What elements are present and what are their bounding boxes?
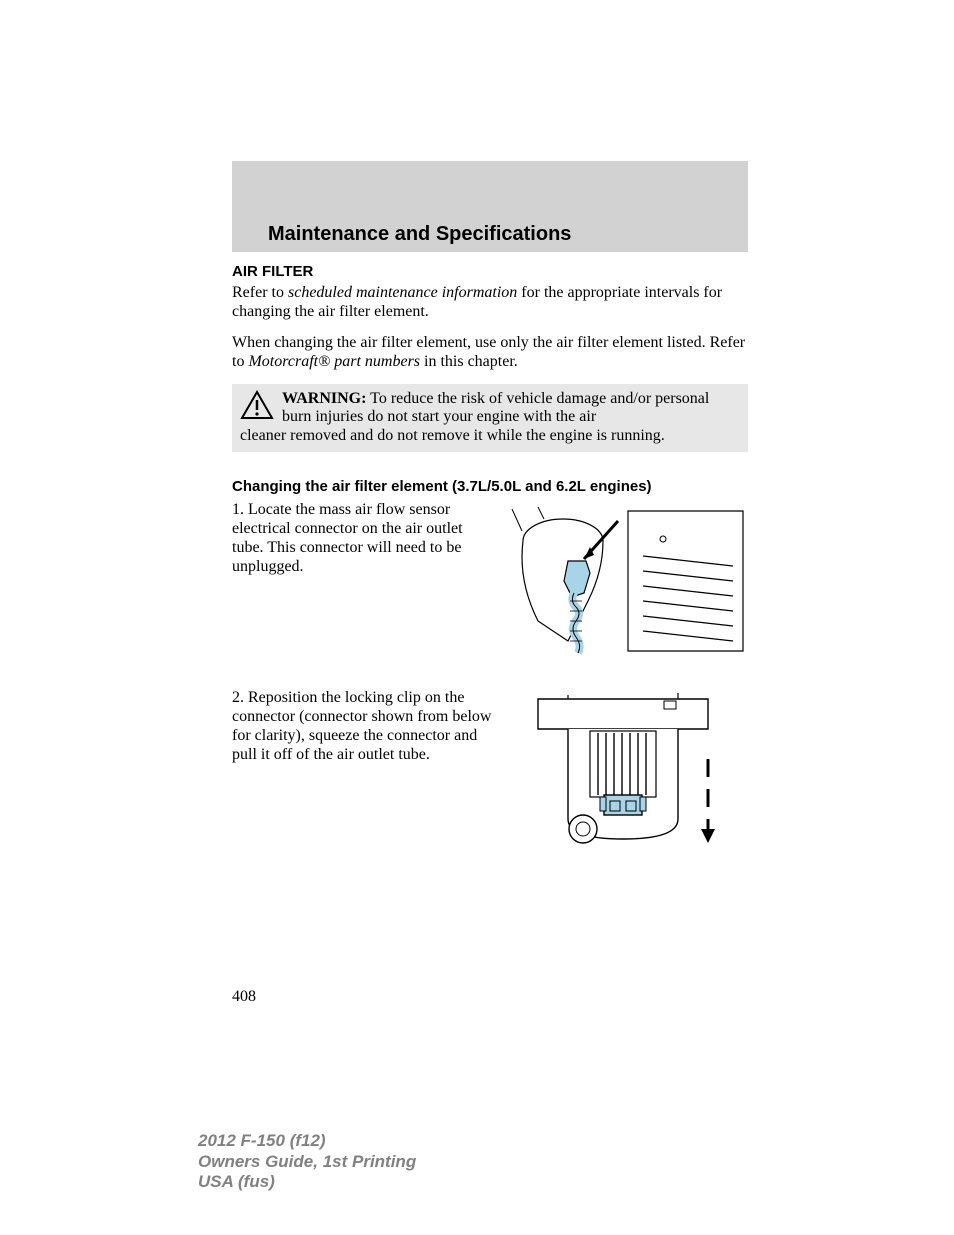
air-filter-heading: AIR FILTER — [232, 263, 748, 280]
air-filter-para-2: When changing the air filter element, us… — [232, 334, 748, 372]
step-1-diagram — [508, 501, 748, 665]
footer-line-1: 2012 F-150 (f12) — [198, 1131, 416, 1152]
content-area: AIR FILTER Refer to scheduled maintenanc… — [232, 263, 748, 877]
warning-triangle-icon — [240, 390, 274, 426]
warning-text-line2: cleaner removed and do not remove it whi… — [240, 427, 740, 446]
page-number: 408 — [232, 988, 256, 1006]
footer: 2012 F-150 (f12) Owners Guide, 1st Print… — [198, 1131, 416, 1193]
manual-page: Maintenance and Specifications AIR FILTE… — [0, 0, 954, 1235]
step-2-text: 2. Reposition the locking clip on the co… — [232, 689, 508, 765]
step-2-diagram — [508, 689, 748, 853]
changing-heading: Changing the air filter element (3.7L/5.… — [232, 478, 748, 495]
step-1-text: 1. Locate the mass air flow sensor elect… — [232, 501, 508, 577]
warning-box: WARNING: To reduce the risk of vehicle d… — [232, 384, 748, 453]
step-2-row: 2. Reposition the locking clip on the co… — [232, 689, 748, 853]
warning-text-line1: WARNING: To reduce the risk of vehicle d… — [282, 390, 740, 428]
step-1-row: 1. Locate the mass air flow sensor elect… — [232, 501, 748, 665]
footer-line-2: Owners Guide, 1st Printing — [198, 1152, 416, 1173]
header-bar: Maintenance and Specifications — [232, 161, 748, 252]
footer-line-3: USA (fus) — [198, 1172, 416, 1193]
section-title: Maintenance and Specifications — [232, 223, 571, 246]
air-filter-para-1: Refer to scheduled maintenance informati… — [232, 284, 748, 322]
